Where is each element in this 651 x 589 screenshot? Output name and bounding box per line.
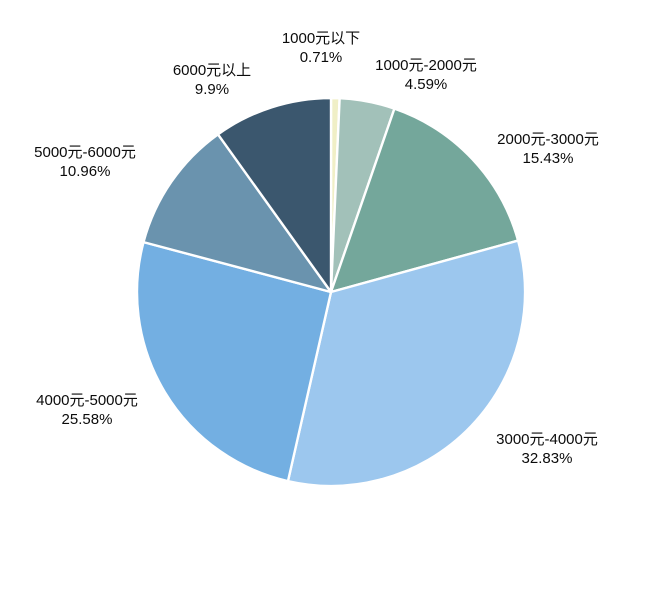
slice-category: 2000元-3000元: [497, 131, 599, 148]
slice-percent: 25.58%: [61, 411, 113, 428]
pie-slice-5[interactable]: [142, 133, 333, 294]
pie-slice-3[interactable]: [286, 239, 527, 488]
slice-category: 1000元-2000元: [375, 57, 477, 74]
slice-label-5000-6000: 5000元-6000元 10.96%: [34, 143, 136, 181]
slice-percent: 10.96%: [59, 163, 111, 180]
slice-label-under-1000: 1000元以下 0.71%: [282, 29, 360, 67]
slice-percent: 4.59%: [404, 76, 448, 93]
slice-percent: 15.43%: [522, 150, 574, 167]
slice-category: 4000元-5000元: [36, 392, 138, 409]
slice-percent: 32.83%: [521, 450, 573, 467]
slice-label-above-6000: 6000元以上 9.9%: [173, 61, 251, 99]
slice-category: 3000元-4000元: [496, 431, 598, 448]
slice-label-2000-3000: 2000元-3000元 15.43%: [497, 130, 599, 168]
slice-label-4000-5000: 4000元-5000元 25.58%: [36, 391, 138, 429]
slice-percent: 0.71%: [299, 49, 343, 66]
slice-category: 6000元以上: [172, 62, 252, 79]
pie-slice-2[interactable]: [329, 107, 520, 294]
slice-percent: 9.9%: [194, 81, 230, 98]
slice-label-1000-2000: 1000元-2000元 4.59%: [375, 56, 477, 94]
slice-category: 1000元以下: [281, 30, 361, 47]
slice-category: 5000元-6000元: [34, 144, 136, 161]
pie-slice-4[interactable]: [135, 240, 333, 483]
pie-slice-6[interactable]: [216, 96, 333, 294]
slice-label-3000-4000: 3000元-4000元 32.83%: [496, 430, 598, 468]
